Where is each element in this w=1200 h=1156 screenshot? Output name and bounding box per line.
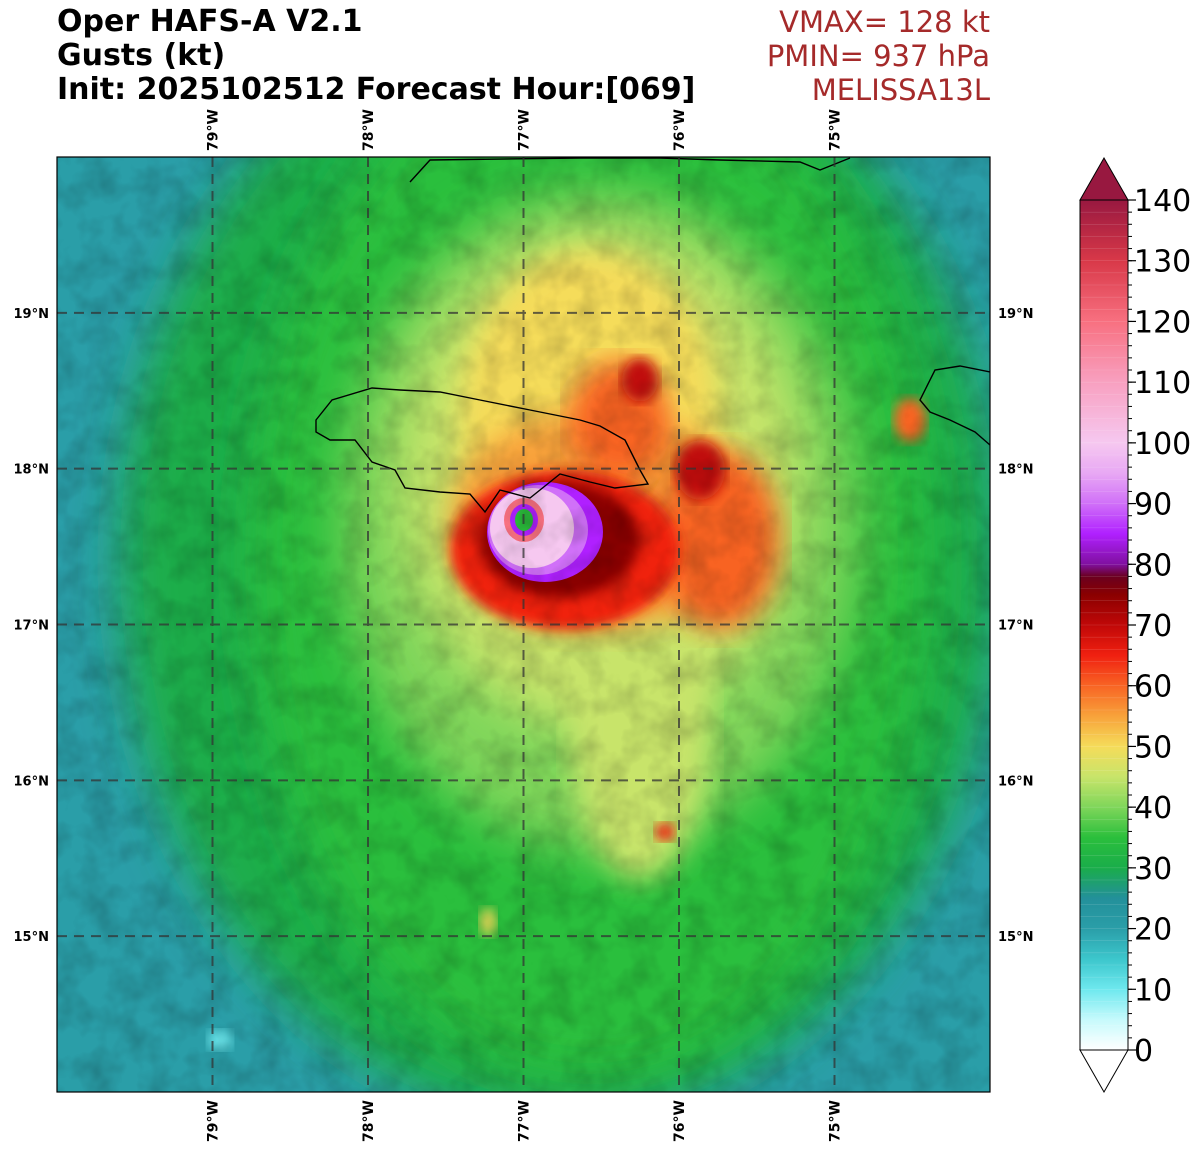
lat-label-right: 19°N <box>998 307 1033 322</box>
plot-frame <box>56 156 991 1093</box>
lon-label-top: 75°W <box>828 109 844 151</box>
colorbar-tick-label: 0 <box>1134 1034 1153 1069</box>
lon-label-bottom: 76°W <box>672 1100 688 1142</box>
storm-name: MELISSA13L <box>811 73 990 107</box>
lat-label-left: 19°N <box>14 307 49 322</box>
jamaica-coastline <box>315 387 650 514</box>
colorbar-tick-label: 120 <box>1134 305 1191 340</box>
lat-label-right: 15°N <box>998 930 1033 945</box>
lon-label-top: 79°W <box>206 109 222 151</box>
lat-label-left: 15°N <box>14 930 49 945</box>
lon-label-bottom: 78°W <box>361 1100 377 1142</box>
lon-label-top: 76°W <box>672 109 688 151</box>
colorbar-tick-label: 10 <box>1134 973 1172 1008</box>
lon-label-top: 77°W <box>517 109 533 151</box>
haiti-coastline <box>919 365 990 446</box>
colorbar-tick-label: 90 <box>1134 488 1172 523</box>
title-init: Init: 2025102512 Forecast Hour:[069] <box>57 72 696 107</box>
colorbar-tick-label: 50 <box>1134 730 1172 765</box>
pmin-label: PMIN= 937 hPa <box>766 39 990 73</box>
tick-labels: 79°W 79°W 78°W 78°W 77°W 77°W 76°W 76°W 75°W 75°W… <box>14 109 1034 1142</box>
lat-label-right: 16°N <box>998 774 1033 789</box>
title-model: Oper HAFS-A V2.1 <box>57 4 363 39</box>
lat-label-left: 18°N <box>14 463 49 478</box>
colorbar-min-extend <box>1079 1049 1129 1094</box>
gridlines <box>57 157 990 1092</box>
colorbar-max-extend <box>1079 156 1129 201</box>
lat-label-right: 17°N <box>998 619 1033 634</box>
lon-label-bottom: 79°W <box>206 1100 222 1142</box>
colorbar-tick-label: 30 <box>1134 852 1172 887</box>
lon-label-bottom: 75°W <box>828 1100 844 1142</box>
colorbar-tick-label: 130 <box>1134 245 1191 280</box>
lat-label-left: 16°N <box>14 774 49 789</box>
colorbar-tick-label: 20 <box>1134 913 1172 948</box>
lon-label-bottom: 77°W <box>517 1100 533 1142</box>
colorbar-tick-label: 110 <box>1134 366 1191 401</box>
vmax-label: VMAX= 128 kt <box>779 5 990 39</box>
colorbar-tick-label: 60 <box>1134 670 1172 705</box>
lat-label-right: 18°N <box>998 463 1033 478</box>
lon-label-top: 78°W <box>361 109 377 151</box>
title-field: Gusts (kt) <box>57 38 226 73</box>
colorbar-tick-label: 140 <box>1134 184 1191 219</box>
colorbar-body <box>1080 200 1128 1050</box>
colorbar-tick-label: 100 <box>1134 427 1191 462</box>
colorbar-tick-label: 70 <box>1134 609 1172 644</box>
colorbar-tick-label: 80 <box>1134 548 1172 583</box>
coastlines <box>315 157 990 514</box>
lat-label-left: 17°N <box>14 619 49 634</box>
colorbar: 0 10 20 30 40 50 60 70 80 90 100 110 120 130 140 <box>1079 156 1191 1094</box>
colorbar-tick-label: 40 <box>1134 791 1172 826</box>
gust-field <box>57 157 990 1092</box>
cuba-coastline <box>409 157 851 183</box>
